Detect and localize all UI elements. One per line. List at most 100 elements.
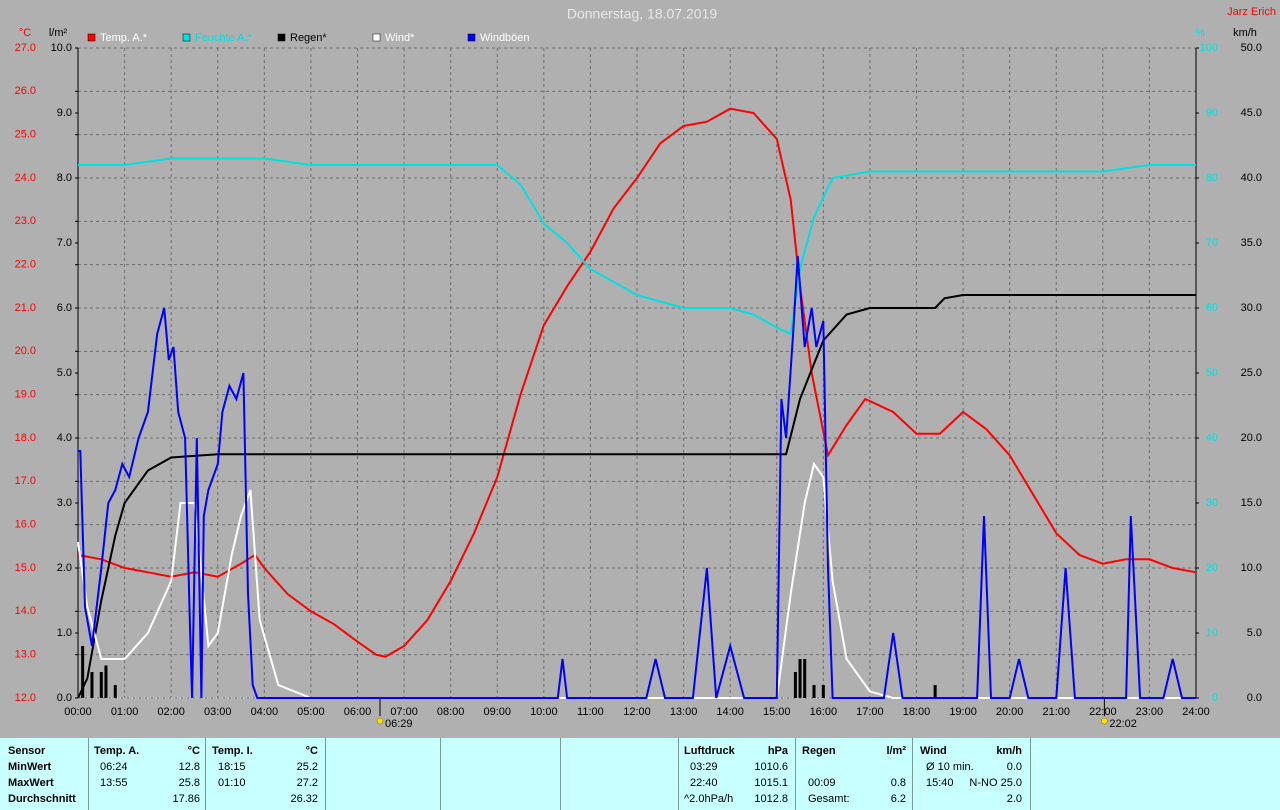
cell-time: 13:55 [100, 777, 128, 789]
x-tick-label: 06:00 [344, 706, 372, 718]
column-title: Luftdruck [684, 745, 735, 757]
separator [440, 738, 441, 810]
y-tick-label: 20.0 [15, 345, 36, 357]
cell-value: 27.2 [296, 777, 318, 789]
y-tick-label: 17.0 [15, 475, 36, 487]
x-tick-label: 16:00 [810, 706, 838, 718]
legend-swatch [87, 33, 96, 42]
x-tick-label: 19:00 [949, 706, 977, 718]
y-tick-label: 50 [1206, 367, 1218, 379]
y-tick-label: 15.0 [1241, 497, 1262, 509]
x-tick-label: 24:00 [1182, 706, 1210, 718]
y-tick-label: 18.0 [15, 432, 36, 444]
y-tick-label: 40 [1206, 432, 1218, 444]
y-tick-label: 0 [1212, 692, 1218, 704]
column-title: Wind [920, 745, 947, 757]
y-tick-label: 20.0 [1241, 432, 1262, 444]
cell-value: 25.2 [296, 761, 318, 773]
y-tick-label: 15.0 [15, 562, 36, 574]
rain-bar [793, 672, 797, 698]
rain-bar [99, 672, 103, 698]
legend-label: Feuchte A.* [195, 32, 253, 44]
legend-swatch [372, 33, 381, 42]
y-tick-label: 0.0 [57, 692, 72, 704]
y-tick-label: 45.0 [1241, 107, 1262, 119]
y-tick-label: 23.0 [15, 215, 36, 227]
cell-value: 1012.8 [754, 793, 788, 805]
y-tick-label: 10 [1206, 627, 1218, 639]
series-line [78, 157, 1196, 336]
x-tick-label: 04:00 [251, 706, 279, 718]
y-tick-label: 30.0 [1241, 302, 1262, 314]
separator [325, 738, 326, 810]
y-tick-label: 10.0 [1241, 562, 1262, 574]
y-tick-label: 19.0 [15, 389, 36, 401]
series-line [77, 294, 1196, 699]
y-tick-label: 8.0 [57, 172, 72, 184]
cell-time: 00:09 [808, 777, 836, 789]
y-tick-label: 60 [1206, 302, 1218, 314]
separator [560, 738, 561, 810]
y-tick-label: 2.0 [57, 562, 72, 574]
cell-time: ^2.0hPa/h [684, 793, 734, 805]
series-line [77, 107, 1197, 658]
rain-bar [821, 685, 825, 698]
rain-bar [90, 672, 94, 698]
y-tick-label: 90 [1206, 107, 1218, 119]
cell-value: 0.8 [890, 777, 906, 789]
x-tick-label: 18:00 [903, 706, 931, 718]
x-tick-label: 00:00 [64, 706, 92, 718]
y-tick-label: 9.0 [57, 107, 72, 119]
cell-time: 15:40 [926, 777, 954, 789]
column-unit: °C [305, 745, 318, 757]
x-tick-label: 01:00 [111, 706, 139, 718]
y-tick-label: 4.0 [57, 432, 72, 444]
x-tick-label: 10:00 [530, 706, 558, 718]
column-unit: l/m² [886, 745, 906, 757]
cell-value: 17.86 [172, 793, 200, 805]
series-line [78, 255, 1196, 699]
column-unit: km/h [996, 745, 1022, 757]
cell-value: 1015.1 [754, 777, 788, 789]
separator [795, 738, 796, 810]
x-tick-label: 21:00 [1042, 706, 1070, 718]
column-title: Temp. I. [212, 745, 253, 757]
axis-unit: °C [19, 27, 31, 39]
cell-value: 0.0 [1006, 761, 1022, 773]
separator [678, 738, 679, 810]
rain-bar [104, 665, 108, 698]
cell-value: 6.2 [890, 793, 906, 805]
cell-value: 12.8 [178, 761, 200, 773]
cell-value: 1010.6 [754, 761, 788, 773]
cell-time: 01:10 [218, 777, 246, 789]
row-label: MinWert [8, 761, 52, 773]
chart: Donnerstag, 18.07.2019 Jarz Erich 00:00 0… [15, 6, 1276, 730]
author: Jarz Erich [1227, 6, 1276, 18]
y-tick-label: 6.0 [57, 302, 72, 314]
x-tick-label: 03:00 [204, 706, 232, 718]
cell-value: N-NO 25.0 [969, 777, 1022, 789]
x-tick-label: 08:00 [437, 706, 465, 718]
y-tick-label: 10.0 [51, 42, 72, 54]
y-tick-label: 30 [1206, 497, 1218, 509]
y-tick-label: 24.0 [15, 172, 36, 184]
y-tick-label: 25.0 [15, 129, 36, 141]
y-tick-label: 22.0 [15, 259, 36, 271]
y-tick-label: 20 [1206, 562, 1218, 574]
axis-unit: l/m² [49, 27, 68, 39]
y-tick-label: 13.0 [15, 649, 36, 661]
rain-bar [113, 685, 117, 698]
marker-label: 22:02 [1109, 718, 1137, 730]
series-line [77, 461, 1196, 699]
x-tick-label: 23:00 [1136, 706, 1164, 718]
x-tick-label: 09:00 [483, 706, 511, 718]
x-tick-label: 12:00 [623, 706, 651, 718]
legend-label: Regen* [290, 32, 327, 44]
legend-label: Temp. A.* [100, 32, 148, 44]
y-tick-label: 5.0 [57, 367, 72, 379]
y-tick-label: 16.0 [15, 519, 36, 531]
y-tick-label: 5.0 [1247, 627, 1262, 639]
row-label: MaxWert [8, 777, 54, 789]
cell-time: 22:40 [690, 777, 718, 789]
column-title: Temp. A. [94, 745, 140, 757]
